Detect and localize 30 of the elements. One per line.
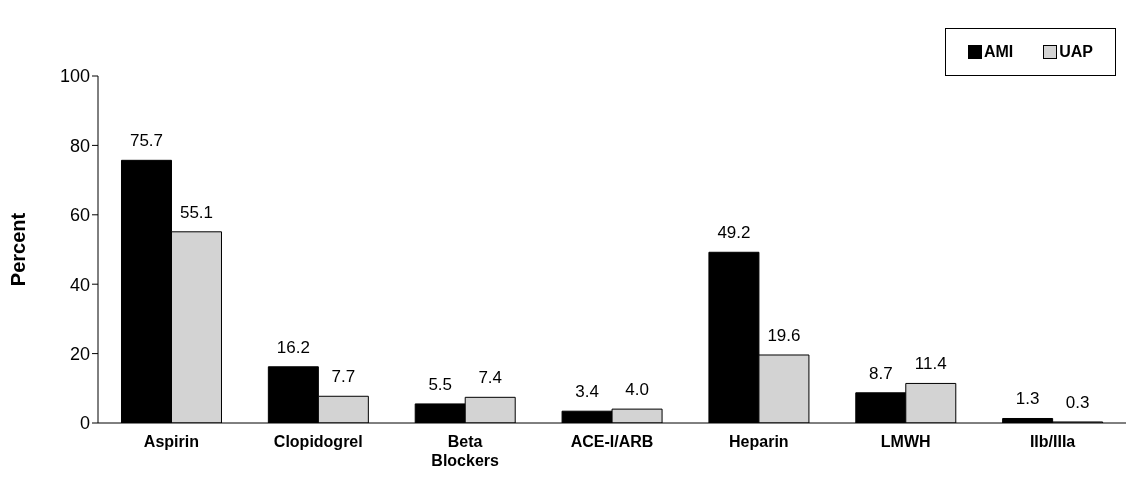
data-label: 4.0	[625, 380, 649, 400]
data-label: 7.4	[478, 368, 503, 388]
y-axis-title: Percent	[7, 212, 30, 287]
x-tick-label: ACE-I/ARB	[570, 433, 654, 450]
x-tick-label: LMWH	[880, 433, 931, 450]
data-label: 0.3	[1065, 392, 1090, 412]
y-tick-label: 40	[69, 274, 90, 295]
x-tick-label: Heparin	[729, 433, 789, 450]
data-label: 55.1	[179, 202, 214, 222]
data-label: 3.4	[575, 382, 599, 402]
legend-label: UAP	[1058, 43, 1093, 61]
data-label: 16.2	[276, 337, 310, 357]
y-tick-label: 60	[69, 205, 90, 226]
x-tick-label: Beta Blockers	[431, 433, 500, 469]
data-label: 19.6	[767, 325, 801, 345]
y-tick-label: 0	[79, 413, 90, 434]
y-tick-label: 20	[69, 343, 90, 364]
y-tick-label: 80	[69, 135, 90, 156]
data-label: 11.4	[914, 354, 947, 374]
y-tick-label: 100	[59, 66, 90, 87]
legend-label: AMI	[982, 43, 1014, 61]
data-label: 75.7	[129, 131, 164, 151]
x-tick-label: IIb/IIIa	[1029, 433, 1076, 450]
data-label: 49.2	[717, 223, 751, 243]
x-tick-label: Aspirin	[143, 433, 199, 450]
data-label: 7.7	[331, 367, 356, 387]
data-label: 5.5	[428, 374, 453, 394]
data-label: 1.3	[1015, 389, 1040, 409]
x-tick-label: Clopidogrel	[273, 433, 363, 450]
data-label: 8.7	[868, 363, 893, 383]
